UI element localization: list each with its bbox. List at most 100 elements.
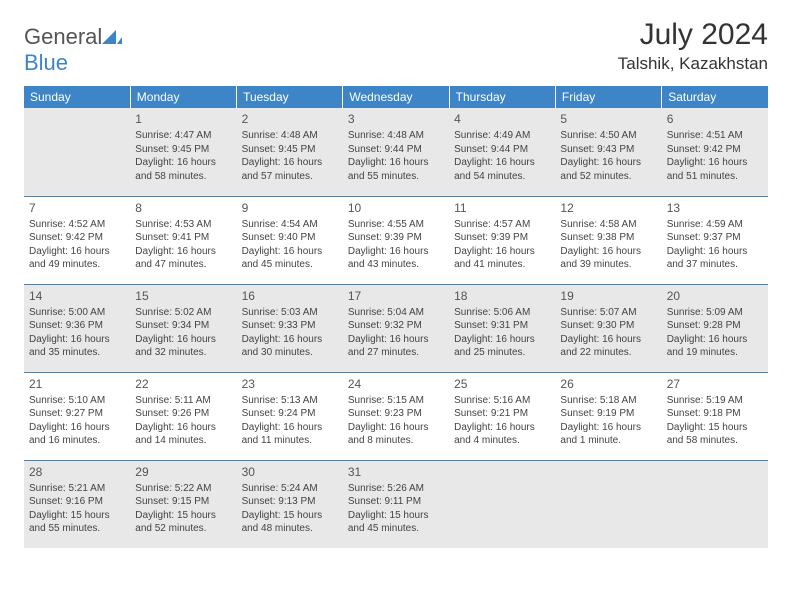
day-number: 7 (29, 200, 125, 216)
sunrise-line: Sunrise: 5:10 AM (29, 394, 125, 408)
day-cell: 11 Sunrise: 4:57 AMSunset: 9:39 PMDayligh… (449, 196, 555, 284)
daylight-line: Daylight: 16 hours and 51 minutes. (667, 156, 763, 183)
day-number: 31 (348, 464, 444, 480)
daylight-line: Daylight: 16 hours and 25 minutes. (454, 333, 550, 360)
weekday-header: Thursday (449, 86, 555, 108)
sunset-line: Sunset: 9:39 PM (454, 231, 550, 245)
calendar-row: 7Sunrise: 4:52 AMSunset: 9:42 PMDaylight… (24, 196, 768, 284)
day-number: 13 (667, 200, 763, 216)
day-cell: 29 Sunrise: 5:22 AMSunset: 9:15 PMDayligh… (130, 460, 236, 548)
sunset-line: Sunset: 9:39 PM (348, 231, 444, 245)
day-number: 11 (454, 200, 550, 216)
sunset-line: Sunset: 9:32 PM (348, 319, 444, 333)
sunset-line: Sunset: 9:42 PM (29, 231, 125, 245)
daylight-line: Daylight: 16 hours and 41 minutes. (454, 245, 550, 272)
sunrise-line: Sunrise: 4:57 AM (454, 218, 550, 232)
sunset-line: Sunset: 9:45 PM (135, 143, 231, 157)
day-number: 26 (560, 376, 656, 392)
day-number: 15 (135, 288, 231, 304)
day-number: 22 (135, 376, 231, 392)
sunset-line: Sunset: 9:40 PM (242, 231, 338, 245)
daylight-line: Daylight: 16 hours and 4 minutes. (454, 421, 550, 448)
day-cell: 2Sunrise: 4:48 AMSunset: 9:45 PMDaylight… (237, 108, 343, 196)
sunrise-line: Sunrise: 4:52 AM (29, 218, 125, 232)
daylight-line: Daylight: 16 hours and 57 minutes. (242, 156, 338, 183)
weekday-header: Tuesday (237, 86, 343, 108)
day-cell: 4Sunrise: 4:49 AMSunset: 9:44 PMDaylight… (449, 108, 555, 196)
sunset-line: Sunset: 9:43 PM (560, 143, 656, 157)
day-cell: 3Sunrise: 4:48 AMSunset: 9:44 PMDaylight… (343, 108, 449, 196)
weekday-header: Friday (555, 86, 661, 108)
weekday-header: Wednesday (343, 86, 449, 108)
sunset-line: Sunset: 9:31 PM (454, 319, 550, 333)
logo: General Blue (24, 24, 122, 76)
sunset-line: Sunset: 9:27 PM (29, 407, 125, 421)
title-block: July 2024 Talshik, Kazakhstan (618, 18, 768, 74)
sunset-line: Sunset: 9:30 PM (560, 319, 656, 333)
day-number: 29 (135, 464, 231, 480)
day-number: 12 (560, 200, 656, 216)
daylight-line: Daylight: 16 hours and 55 minutes. (348, 156, 444, 183)
daylight-line: Daylight: 16 hours and 1 minute. (560, 421, 656, 448)
sunrise-line: Sunrise: 5:19 AM (667, 394, 763, 408)
daylight-line: Daylight: 16 hours and 27 minutes. (348, 333, 444, 360)
sunrise-line: Sunrise: 5:22 AM (135, 482, 231, 496)
day-cell: 1Sunrise: 4:47 AMSunset: 9:45 PMDaylight… (130, 108, 236, 196)
sunset-line: Sunset: 9:37 PM (667, 231, 763, 245)
daylight-line: Daylight: 16 hours and 45 minutes. (242, 245, 338, 272)
daylight-line: Daylight: 16 hours and 47 minutes. (135, 245, 231, 272)
daylight-line: Daylight: 16 hours and 39 minutes. (560, 245, 656, 272)
empty-cell (24, 108, 130, 196)
sunset-line: Sunset: 9:18 PM (667, 407, 763, 421)
day-cell: 5Sunrise: 4:50 AMSunset: 9:43 PMDaylight… (555, 108, 661, 196)
day-number: 8 (135, 200, 231, 216)
logo-text-blue: Blue (24, 50, 68, 75)
day-cell: 31Sunrise: 5:26 AMSunset: 9:11 PMDayligh… (343, 460, 449, 548)
daylight-line: Daylight: 15 hours and 52 minutes. (135, 509, 231, 536)
day-cell: 19 Sunrise: 5:07 AMSunset: 9:30 PMDayligh… (555, 284, 661, 372)
month-title: July 2024 (618, 18, 768, 52)
day-number: 28 (29, 464, 125, 480)
day-number: 19 (560, 288, 656, 304)
day-cell: 10Sunrise: 4:55 AMSunset: 9:39 PMDayligh… (343, 196, 449, 284)
logo-text-general: General (24, 24, 102, 49)
day-number: 4 (454, 111, 550, 127)
day-number: 5 (560, 111, 656, 127)
sunset-line: Sunset: 9:21 PM (454, 407, 550, 421)
sunrise-line: Sunrise: 4:47 AM (135, 129, 231, 143)
day-number: 3 (348, 111, 444, 127)
day-number: 2 (242, 111, 338, 127)
sunrise-line: Sunrise: 5:15 AM (348, 394, 444, 408)
logo-text: General Blue (24, 24, 122, 76)
sunset-line: Sunset: 9:38 PM (560, 231, 656, 245)
calendar-body: 1 Sunrise: 4:47 AMSunset: 9:45 PM Daylight… (24, 108, 768, 548)
daylight-line: Daylight: 15 hours and 45 minutes. (348, 509, 444, 536)
sunset-line: Sunset: 9:15 PM (135, 495, 231, 509)
daylight-line: Daylight: 16 hours and 22 minutes. (560, 333, 656, 360)
day-cell: 12Sunrise: 4:58 AMSunset: 9:38 PMDayligh… (555, 196, 661, 284)
daylight-line: Daylight: 16 hours and 32 minutes. (135, 333, 231, 360)
day-cell: 6Sunrise: 4:51 AMSunset: 9:42 PMDaylight… (662, 108, 768, 196)
calendar-row: 14Sunrise: 5:00 AMSunset: 9:36 PMDayligh… (24, 284, 768, 372)
sunrise-line: Sunrise: 5:11 AM (135, 394, 231, 408)
sunrise-line: Sunrise: 4:51 AM (667, 129, 763, 143)
daylight-line: Daylight: 16 hours and 8 minutes. (348, 421, 444, 448)
sunrise-line: Sunrise: 4:48 AM (242, 129, 338, 143)
daylight-line: Daylight: 16 hours and 49 minutes. (29, 245, 125, 272)
daylight-line: Daylight: 15 hours and 55 minutes. (29, 509, 125, 536)
day-cell: 8Sunrise: 4:53 AMSunset: 9:41 PMDaylight… (130, 196, 236, 284)
sunset-line: Sunset: 9:16 PM (29, 495, 125, 509)
calendar-row: 28Sunrise: 5:21 AMSunset: 9:16 PMDayligh… (24, 460, 768, 548)
sunrise-line: Sunrise: 4:48 AM (348, 129, 444, 143)
sunrise-line: Sunrise: 5:07 AM (560, 306, 656, 320)
empty-cell (662, 460, 768, 548)
day-cell: 15Sunrise: 5:02 AMSunset: 9:34 PMDayligh… (130, 284, 236, 372)
day-number: 27 (667, 376, 763, 392)
weekday-header: Monday (130, 86, 236, 108)
day-number: 1 (135, 111, 231, 127)
day-cell: 13Sunrise: 4:59 AMSunset: 9:37 PMDayligh… (662, 196, 768, 284)
sunset-line: Sunset: 9:23 PM (348, 407, 444, 421)
sunset-line: Sunset: 9:28 PM (667, 319, 763, 333)
day-cell: 24Sunrise: 5:15 AMSunset: 9:23 PMDayligh… (343, 372, 449, 460)
day-cell: 14Sunrise: 5:00 AMSunset: 9:36 PMDayligh… (24, 284, 130, 372)
